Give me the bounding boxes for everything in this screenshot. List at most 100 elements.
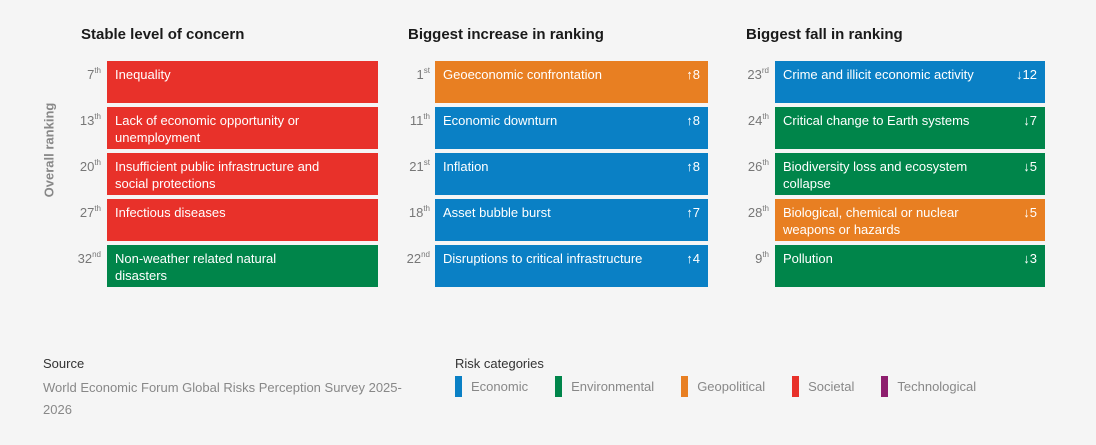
legend-swatch xyxy=(681,376,689,397)
rank-number: 28 xyxy=(747,205,763,220)
risk-row: 13th Lack of economic opportunity or unem… xyxy=(0,107,1096,149)
source-text: World Economic Forum Global Risks Percep… xyxy=(43,380,402,417)
risk-row: 22nd Disruptions to critical infrastructu… xyxy=(0,245,1096,287)
risk-bar: Pollution ↓3 xyxy=(775,245,1045,287)
rank-change: ↓7 xyxy=(1023,113,1037,128)
legend-item: Environmental xyxy=(555,376,654,397)
risk-row: 1st Geoeconomic confrontation ↑8 xyxy=(0,61,1096,103)
rank-label: 21st xyxy=(409,158,430,174)
risk-label: Geoeconomic confrontation xyxy=(443,67,602,82)
rank-label: 22nd xyxy=(407,250,430,266)
rank-number: 27 xyxy=(79,205,95,220)
rank-number: 11 xyxy=(409,113,424,128)
rank-change: ↓3 xyxy=(1023,251,1037,266)
risk-bar: Infectious diseases xyxy=(107,199,378,241)
rank-suffix: nd xyxy=(421,250,430,259)
rank-suffix: th xyxy=(762,250,769,259)
rank-suffix: th xyxy=(94,112,101,121)
legend: Economic Environmental Geopolitical Societa… xyxy=(455,376,1003,397)
rank-number: 1 xyxy=(416,67,424,82)
risk-label: Non-weather related natural disasters xyxy=(115,251,277,283)
risk-bar: Inequality xyxy=(107,61,378,103)
risk-row: 27 th Infectious diseases xyxy=(0,199,1096,241)
rank-number: 7 xyxy=(87,67,95,82)
risk-label: Lack of economic opportunity or unemploy… xyxy=(115,113,300,145)
risk-label: Biological, chemical or nuclear weapons … xyxy=(783,205,959,237)
legend-swatch xyxy=(455,376,462,397)
rank-label: 26th xyxy=(747,158,769,174)
rank-suffix: st xyxy=(423,66,430,75)
risk-label: Asset bubble burst xyxy=(443,205,551,220)
legend-label: Geopolitical xyxy=(697,379,766,394)
risk-label: Inflation xyxy=(443,159,489,174)
legend-item: Geopolitical xyxy=(681,376,765,397)
risk-bar: Lack of economic opportunity or unemploy… xyxy=(107,107,378,149)
risk-bar: Biological, chemical or nuclear weapons … xyxy=(775,199,1045,241)
rank-number: 13 xyxy=(79,113,95,128)
rank-number: 21 xyxy=(409,159,424,174)
rank-suffix: th xyxy=(94,66,101,75)
risk-row: 7th Inequality xyxy=(0,61,1096,103)
rank-suffix: nd xyxy=(92,250,101,259)
risk-bar: Biodiversity loss and ecosystem collapse… xyxy=(775,153,1045,195)
rank-label: 11th xyxy=(409,112,430,128)
rank-change: ↓12 xyxy=(1016,67,1037,82)
risk-label: Inequality xyxy=(115,67,171,82)
legend-item: Technological xyxy=(881,376,976,397)
risk-bar: Insufficient public infrastructure and s… xyxy=(107,153,378,195)
risk-row: 32nd Non-weather related natural disaster… xyxy=(0,245,1096,287)
rank-label: 1st xyxy=(416,66,430,82)
risk-label: Pollution xyxy=(783,251,833,266)
rank-number: 32 xyxy=(77,251,93,266)
rank-label: 7th xyxy=(87,66,101,82)
risk-label: Disruptions to critical infrastructure xyxy=(443,251,643,266)
rank-label: 28th xyxy=(747,204,769,220)
source-heading: Source xyxy=(43,356,85,371)
risk-row: 11th Economic downturn ↑8 xyxy=(0,107,1096,149)
risk-bar: Crime and illicit economic activity ↓12 xyxy=(775,61,1045,103)
risk-bar: Critical change to Earth systems ↓7 xyxy=(775,107,1045,149)
rank-number: 18 xyxy=(408,205,424,220)
legend-label: Economic xyxy=(471,379,529,394)
legend-label: Technological xyxy=(897,379,977,394)
rank-label: 20th xyxy=(79,158,101,174)
rank-number: 9 xyxy=(755,251,763,266)
risk-row: 28th Biological, chemical or nuclear weap… xyxy=(0,199,1096,241)
rank-label: 13th xyxy=(79,112,101,128)
legend-item: Economic xyxy=(455,376,528,397)
rank-change: ↑4 xyxy=(686,251,700,266)
rank-change: ↑8 xyxy=(686,67,700,82)
rank-number: 26 xyxy=(747,159,763,174)
risk-bar: Asset bubble burst ↑7 xyxy=(435,199,708,241)
risk-label: Crime and illicit economic activity xyxy=(783,67,974,82)
rank-change: ↓5 xyxy=(1023,159,1037,174)
rank-suffix: th xyxy=(762,158,769,167)
rank-suffix: th xyxy=(423,204,430,213)
rank-label: 9th xyxy=(755,250,769,266)
legend-item: Societal xyxy=(792,376,854,397)
rank-label: 32nd xyxy=(77,250,101,266)
rank-change: ↑8 xyxy=(686,113,700,128)
risk-bar: Economic downturn ↑8 xyxy=(435,107,708,149)
legend-swatch xyxy=(792,376,800,397)
risk-row: 20th Insufficient public infrastructure a… xyxy=(0,153,1096,195)
rank-number: 23 xyxy=(747,67,762,82)
legend-heading: Risk categories xyxy=(455,356,544,371)
risk-row: 18th Asset bubble burst ↑7 xyxy=(0,199,1096,241)
rank-suffix: st xyxy=(423,158,430,167)
rank-suffix: th xyxy=(423,112,430,121)
risk-label: Infectious diseases xyxy=(115,205,226,220)
rank-label: 18th xyxy=(408,204,430,220)
risk-label: Critical change to Earth systems xyxy=(783,113,970,128)
group-title: Stable level of concern xyxy=(81,26,245,43)
legend-swatch xyxy=(555,376,563,397)
rank-number: 20 xyxy=(79,159,95,174)
legend-label: Environmental xyxy=(571,379,655,394)
rank-label: 23rd xyxy=(747,66,769,82)
group-title: Biggest increase in ranking xyxy=(408,26,604,43)
risk-bar: Inflation ↑8 xyxy=(435,153,708,195)
rank-suffix: th xyxy=(762,112,769,121)
legend-swatch xyxy=(881,376,889,397)
rank-change: ↓5 xyxy=(1023,205,1037,220)
risk-label: Biodiversity loss and ecosystem collapse xyxy=(783,159,968,191)
